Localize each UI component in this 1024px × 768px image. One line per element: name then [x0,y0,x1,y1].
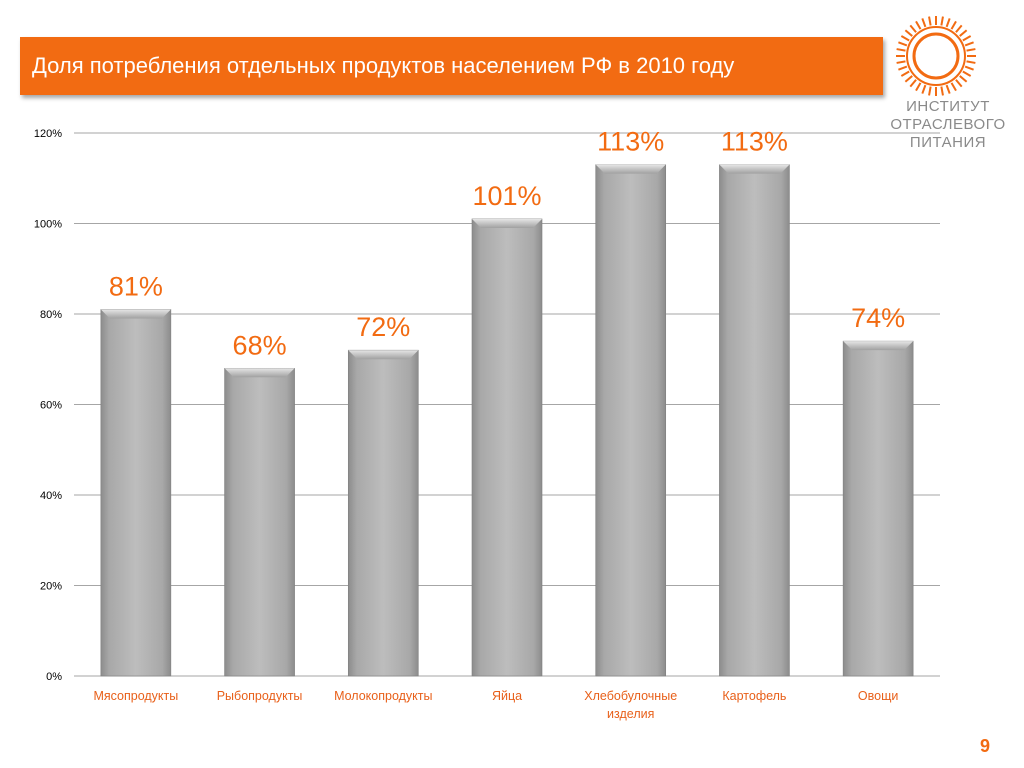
category-label: Яйца [492,689,522,703]
bar [224,367,295,677]
bar [347,349,419,677]
category-label: изделия [607,707,654,721]
bar-bevel [224,368,295,378]
logo-ray [900,35,910,42]
bar [471,218,543,677]
logo-ray [959,75,968,83]
logo-text-line-3: ПИТАНИЯ [909,134,987,151]
category-label: Овощи [858,689,898,703]
logo-ray [964,65,974,71]
logo-ray [915,20,922,30]
data-label: 101% [472,181,541,211]
y-tick-label: 0% [46,671,62,683]
logo-ray [959,29,968,37]
logo-ray [900,70,910,77]
consumption-bar-chart: 0% 20% 40% 60% 80% 100% 120% 81% Мясопродукты 68… [34,127,940,721]
logo-ray [928,86,932,96]
bar-bevel [719,164,790,174]
logo-ray [904,29,913,37]
logo-text-line-1: ИНСТИТУТ [906,98,990,115]
bar-bevel [100,309,171,319]
logo-ray [896,48,906,52]
data-label: 113% [597,127,664,157]
category-label: Молокопродукты [334,689,432,703]
y-tick-label: 60% [40,400,62,412]
logo-ray [940,16,944,26]
data-label: 74% [851,303,905,333]
logo-ray [909,24,917,33]
category-label: Мясопродукты [93,689,178,703]
category-label: Рыбопродукты [217,689,303,703]
y-tick-label: 80% [40,309,62,321]
y-tick-label: 20% [40,581,62,593]
y-tick-label: 100% [34,219,62,231]
bar [842,340,914,677]
data-label: 68% [233,330,287,360]
sun-ring-logo-icon [896,16,976,96]
logo-ray [962,35,972,42]
bar-bevel [472,218,542,228]
bar-bevel [843,341,914,351]
logo-ray [921,18,927,28]
data-label: 72% [356,312,410,342]
bar-bevel [348,350,419,360]
logo-ray [928,16,932,26]
logo-ray [945,84,951,94]
category-label: Хлебобулочные [584,689,677,703]
logo-ray [945,18,951,28]
category-label: Картофель [722,689,786,703]
bar [100,309,172,677]
logo-ray [950,82,957,92]
bar-bevel [595,164,666,174]
logo-ray [950,20,957,30]
logo-ray [966,60,976,64]
logo-ray [904,75,913,83]
logo-ray [955,79,963,88]
logo-ray [921,84,927,94]
logo-ray [898,41,908,47]
title-bar: Доля потребления отдельных продуктов нас… [20,37,883,95]
page-number: 9 [980,736,991,756]
institute-logo: ИНСТИТУТ ОТРАСЛЕВОГО ПИТАНИЯ [878,8,1018,158]
bar [719,164,790,677]
logo-ray [909,79,917,88]
y-tick-label: 40% [40,490,62,502]
logo-ray [915,82,922,92]
logo-ray [940,86,944,96]
y-tick-label: 120% [34,128,62,140]
logo-ray [964,41,974,47]
data-label: 81% [109,271,163,301]
logo-ray [898,65,908,71]
logo-ray [962,70,972,77]
logo-text-line-2: ОТРАСЛЕВОГО [890,116,1006,133]
page-title: Доля потребления отдельных продуктов нас… [32,53,735,78]
bar [595,164,667,677]
data-label: 113% [721,127,788,157]
logo-ray [955,24,963,33]
logo-ray [966,48,976,52]
logo-ray [896,60,906,64]
